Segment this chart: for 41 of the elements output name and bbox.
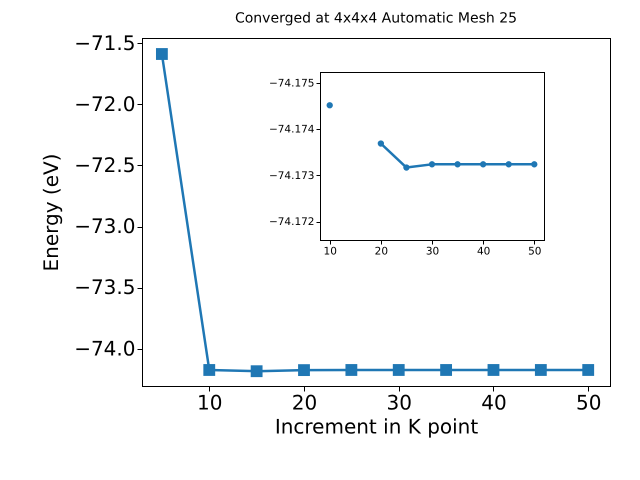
y-tick-label: −74.172 [268,216,314,228]
x-tick-label: 20 [292,390,318,414]
point [506,161,512,168]
point [403,164,410,171]
point [392,364,405,376]
y-tick-label: −74.173 [268,170,314,182]
x-tick-label: 50 [576,390,602,414]
point [203,364,216,376]
point [531,161,538,168]
y-tick-label: −71.5 [74,30,136,55]
y-tick-label: −73.5 [74,275,136,300]
chart-title: Converged at 4x4x4 Automatic Mesh 25 [234,10,518,26]
y-tick-label: −72.0 [74,92,136,116]
point [156,48,168,60]
x-tick-label: 30 [426,246,440,258]
x-tick-label: 50 [528,246,542,258]
x-tick-label: 30 [386,390,412,414]
x-tick-label: 40 [481,390,507,414]
point [454,161,461,168]
y-axis-title: Energy (eV) [39,154,64,272]
x-tick-label: 10 [324,246,337,258]
point [326,102,333,108]
point [378,140,384,147]
x-tick-label: 10 [197,390,222,414]
point [440,364,452,376]
y-tick-label: −73.0 [74,214,136,238]
point [250,365,263,378]
point [298,364,310,376]
y-tick-label: −74.0 [74,336,136,360]
point [582,364,594,376]
point [428,161,436,168]
point [345,364,358,376]
y-tick-label: −72.5 [74,152,136,177]
y-tick-label: −74.174 [268,124,315,136]
x-tick-label: 40 [476,246,490,258]
y-tick-label: −74.175 [268,78,314,90]
point [480,161,486,168]
x-axis-title: Increment in K point [274,414,478,438]
x-tick-label: 20 [374,246,388,258]
point [534,364,547,376]
point [488,364,500,376]
